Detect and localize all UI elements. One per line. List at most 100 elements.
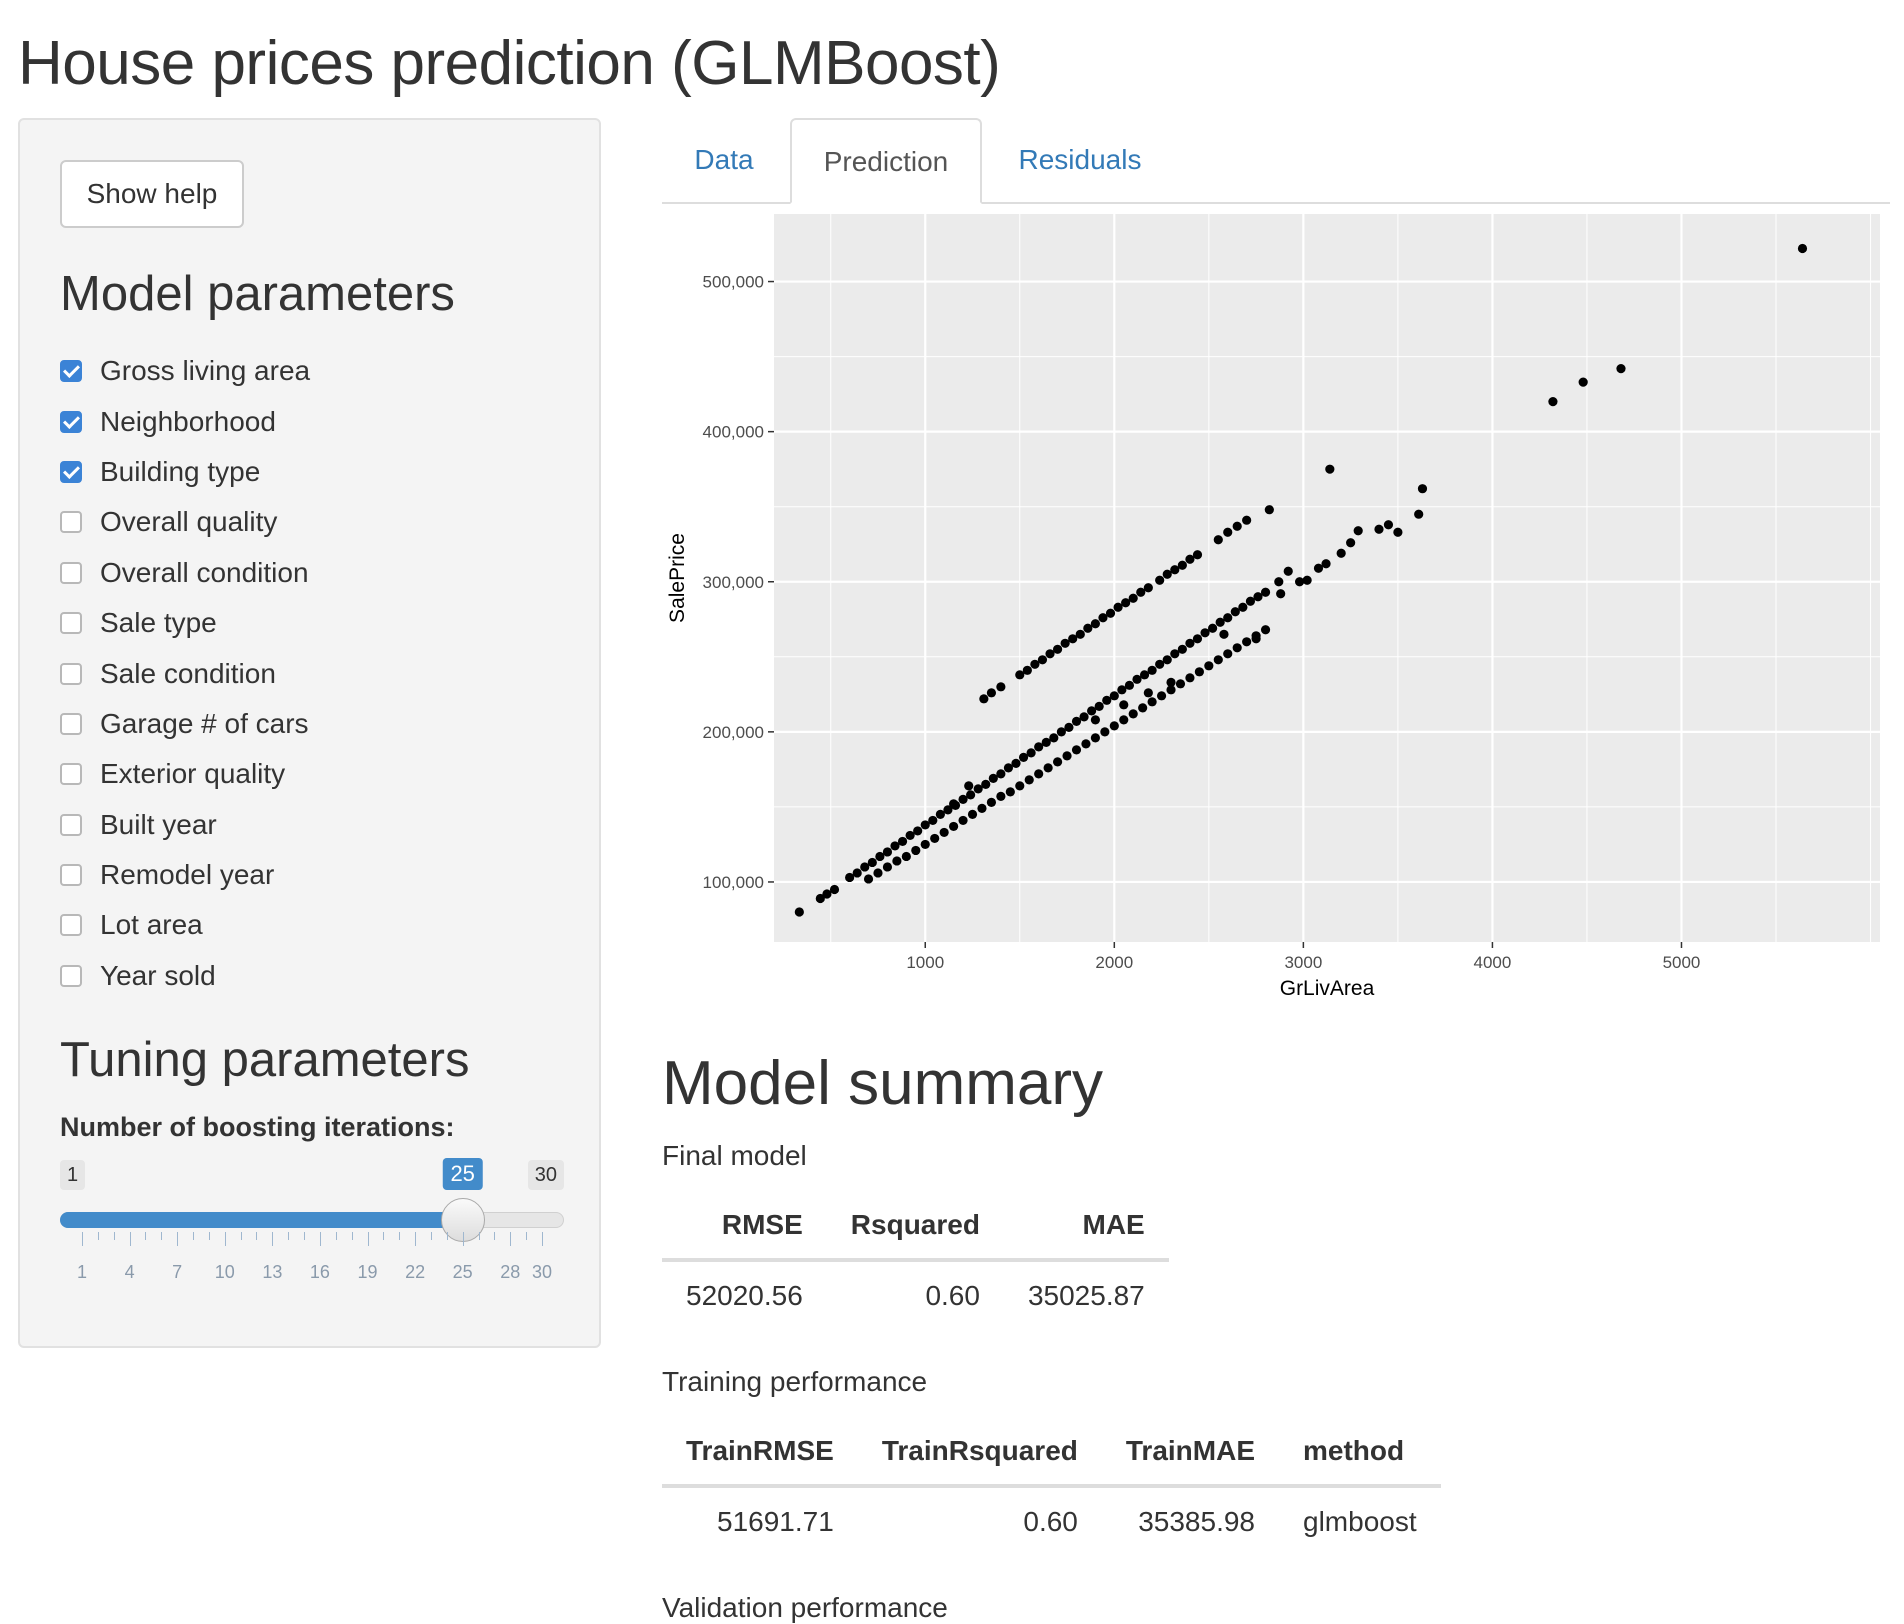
col-method: method: [1279, 1418, 1441, 1488]
data-point: [1274, 577, 1284, 587]
y-axis-label: SalePrice: [666, 533, 689, 623]
slider-tick: [478, 1232, 480, 1240]
checkbox-row-sale-type[interactable]: Sale type: [60, 598, 580, 648]
data-point: [1071, 745, 1082, 755]
checkbox-row-built-year[interactable]: Built year: [60, 800, 580, 850]
boosting-iterations-slider[interactable]: 1 30 25 1 4 7 10 13 16 19 22 25 28 30: [60, 1158, 564, 1290]
checkbox-row-lot-area[interactable]: Lot area: [60, 900, 580, 950]
data-point: [1049, 733, 1059, 743]
data-point: [1119, 715, 1129, 725]
data-point: [1083, 623, 1093, 633]
checkbox-row-building-type[interactable]: Building type: [60, 447, 580, 497]
data-point: [1138, 703, 1148, 713]
checkbox-neighborhood[interactable]: [60, 410, 82, 433]
x-tick-label: 5000: [1663, 953, 1701, 972]
checkbox-row-neighborhood[interactable]: Neighborhood: [60, 396, 580, 446]
checkbox-lot-area[interactable]: [60, 914, 82, 937]
data-point: [1548, 397, 1558, 407]
tab-bar: Data Prediction Residuals: [662, 118, 1890, 204]
checkbox-gross-living-area[interactable]: [60, 360, 82, 383]
data-point: [1170, 565, 1180, 575]
checkbox-sale-condition[interactable]: [60, 662, 82, 685]
data-point: [1105, 608, 1116, 618]
data-point: [1024, 775, 1034, 785]
cell-rsquared: 0.60: [925, 1280, 980, 1311]
checkbox-label: Remodel year: [100, 859, 275, 891]
slider-tick: [288, 1232, 290, 1240]
slider-tick: [430, 1232, 432, 1240]
data-point: [1302, 575, 1312, 585]
slider-tick-label: 28: [500, 1262, 521, 1282]
slider-tick: [542, 1232, 543, 1246]
data-point: [1117, 685, 1127, 695]
data-point: [1156, 691, 1167, 701]
checkbox-garage-of-cars[interactable]: [60, 712, 82, 735]
data-point: [949, 799, 959, 809]
data-point: [1414, 509, 1424, 519]
data-point: [1616, 364, 1626, 374]
tab-residuals[interactable]: Residuals: [1018, 144, 1142, 175]
checkbox-label: Garage # of cars: [100, 707, 309, 739]
data-point: [1578, 377, 1588, 387]
checkbox-row-sale-condition[interactable]: Sale condition: [60, 648, 580, 698]
checkbox-label: Overall condition: [100, 556, 309, 588]
data-point: [829, 884, 840, 895]
data-point: [986, 688, 997, 698]
data-point: [1253, 592, 1263, 602]
data-point: [1090, 733, 1101, 743]
checkbox-overall-quality[interactable]: [60, 511, 82, 534]
checkbox-built-year[interactable]: [60, 813, 82, 836]
data-point: [986, 797, 997, 808]
data-point: [1155, 659, 1165, 669]
data-point: [928, 815, 938, 826]
slider-tick-label: 30: [531, 1262, 553, 1282]
checkbox-row-remodel-year[interactable]: Remodel year: [60, 850, 580, 900]
checkbox-row-garage-of-cars[interactable]: Garage # of cars: [60, 699, 580, 749]
data-point: [981, 779, 991, 789]
checkbox-row-overall-condition[interactable]: Overall condition: [60, 548, 580, 598]
checkbox-sale-type[interactable]: [60, 612, 82, 635]
x-axis-label: GrLivArea: [1280, 977, 1375, 1000]
slider-tick-label: 7: [172, 1262, 183, 1282]
slider-tick: [145, 1232, 147, 1240]
slider-tick: [240, 1232, 242, 1240]
checkbox-row-exterior-quality[interactable]: Exterior quality: [60, 749, 580, 799]
data-point: [882, 847, 893, 857]
slider-tick: [97, 1232, 99, 1240]
checkbox-overall-condition[interactable]: [60, 561, 82, 584]
tab-prediction[interactable]: Prediction: [790, 118, 982, 204]
data-point: [1283, 566, 1293, 576]
data-point: [996, 769, 1006, 779]
slider-tick-label: 16: [309, 1262, 330, 1282]
slider-tick: [526, 1232, 528, 1240]
data-point: [905, 830, 915, 841]
data-point: [1393, 527, 1403, 537]
data-point: [1119, 700, 1129, 710]
data-point: [860, 862, 870, 872]
slider-tick: [335, 1232, 337, 1240]
data-point: [1079, 712, 1089, 722]
checkbox-exterior-quality[interactable]: [60, 763, 82, 786]
checkbox-label: Lot area: [100, 909, 203, 941]
tab-data[interactable]: Data: [694, 144, 754, 175]
checkbox-label: Exterior quality: [100, 758, 286, 790]
data-point: [911, 845, 921, 856]
show-help-button[interactable]: Show help: [60, 160, 244, 228]
checkbox-building-type[interactable]: [60, 460, 82, 483]
data-point: [1060, 638, 1070, 648]
checkbox-label: Sale type: [100, 607, 217, 639]
data-point: [1223, 649, 1233, 659]
y-tick-label: 200,000: [703, 723, 764, 742]
checkbox-row-gross-living-area[interactable]: Gross living area: [60, 346, 580, 396]
checkbox-label: Neighborhood: [100, 405, 276, 437]
data-point: [1219, 629, 1229, 639]
checkbox-row-year-sold[interactable]: Year sold: [60, 951, 580, 1001]
checkbox-remodel-year[interactable]: [60, 864, 82, 887]
data-point: [996, 682, 1006, 692]
checkbox-label: Overall quality: [100, 506, 278, 538]
data-point: [920, 820, 930, 830]
checkbox-row-overall-quality[interactable]: Overall quality: [60, 497, 580, 547]
checkbox-year-sold[interactable]: [60, 964, 82, 987]
col-rsquared: Rsquared: [826, 1192, 1004, 1262]
data-point: [1003, 763, 1014, 773]
